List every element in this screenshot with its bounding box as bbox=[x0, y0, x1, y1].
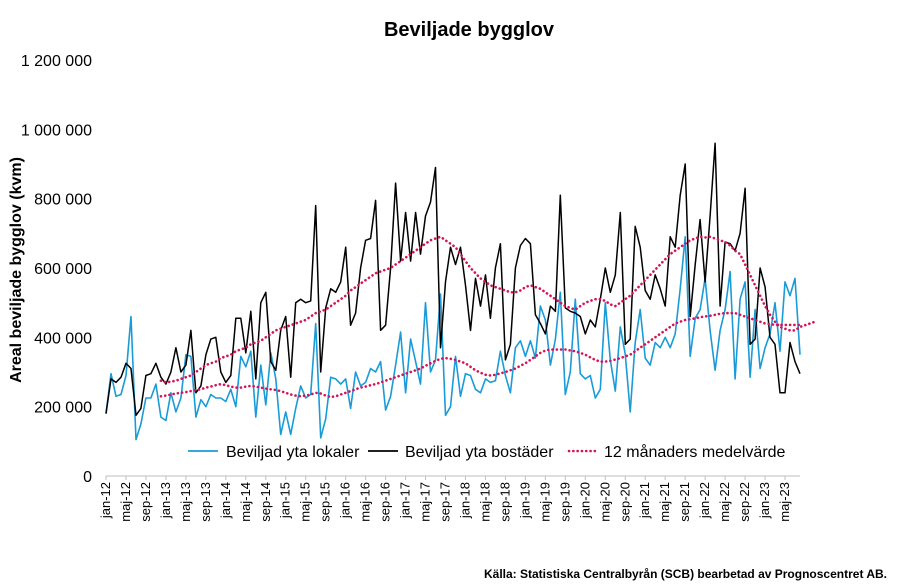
x-tick-label: sep-17 bbox=[438, 482, 453, 522]
y-tick-label: 800 000 bbox=[34, 192, 92, 209]
x-tick-label: sep-19 bbox=[557, 482, 572, 522]
series-lines bbox=[105, 142, 817, 441]
series-line-moving-average bbox=[159, 235, 817, 384]
legend-label: Beviljad yta lokaler bbox=[226, 444, 360, 461]
x-tick-label: sep-14 bbox=[258, 482, 273, 522]
x-tick-label: sep-18 bbox=[497, 482, 512, 522]
x-tick-label: jan-12 bbox=[98, 482, 113, 519]
x-tick-label: jan-22 bbox=[697, 482, 712, 519]
x-tick-label: maj-18 bbox=[477, 482, 492, 522]
y-axis-label: Areal beviljade bygglov (kvm) bbox=[8, 157, 25, 383]
x-tick-label: maj-19 bbox=[537, 482, 552, 522]
x-tick-label: jan-21 bbox=[637, 482, 652, 519]
x-tick-label: jan-14 bbox=[218, 482, 233, 519]
x-tick-label: sep-21 bbox=[677, 482, 692, 522]
x-tick-label: jan-19 bbox=[517, 482, 532, 519]
x-tick-label: jan-16 bbox=[338, 482, 353, 519]
y-axis: 0 200 000 400 000 600 000 800 000 1 000 000 1 … bbox=[21, 53, 92, 486]
series-line-bostader bbox=[105, 142, 801, 417]
x-axis: jan-12 maj-12 sep-12 jan-13 maj-13 sep-13 jan-… bbox=[98, 475, 800, 522]
legend-label: 12 månaders medelvärde bbox=[604, 443, 786, 461]
x-tick-label: sep-20 bbox=[617, 482, 632, 522]
x-tick-label: maj-14 bbox=[238, 482, 253, 522]
legend: Beviljad yta lokaler Beviljad yta bostäde… bbox=[188, 443, 786, 461]
x-tick-label: maj-12 bbox=[118, 482, 133, 522]
x-tick-label: maj-13 bbox=[178, 482, 193, 522]
x-tick-label: maj-21 bbox=[657, 482, 672, 522]
y-tick-label: 0 bbox=[83, 469, 92, 486]
source-note: Källa: Statistiska Centralbyrån (SCB) be… bbox=[484, 567, 887, 581]
series-line-moving-average bbox=[159, 311, 802, 399]
x-tick-label: maj-16 bbox=[358, 482, 373, 522]
x-tick-label: maj-15 bbox=[298, 482, 313, 522]
x-tick-label: jan-17 bbox=[398, 482, 413, 519]
x-tick-label: sep-12 bbox=[138, 482, 153, 522]
x-tick-label: sep-13 bbox=[198, 482, 213, 522]
x-tick-label: maj-17 bbox=[418, 482, 433, 522]
x-tick-label: jan-13 bbox=[158, 482, 173, 519]
y-tick-label: 1 200 000 bbox=[21, 53, 92, 70]
chart-title: Beviljade bygglov bbox=[384, 19, 555, 41]
x-tick-label: jan-15 bbox=[278, 482, 293, 519]
series-line-lokaler bbox=[105, 236, 801, 441]
x-tick-label: maj-22 bbox=[717, 482, 732, 522]
x-tick-label: maj-23 bbox=[777, 482, 792, 522]
x-tick-label: jan-18 bbox=[457, 482, 472, 519]
x-tick-label: sep-16 bbox=[378, 482, 393, 522]
y-tick-label: 600 000 bbox=[34, 261, 92, 278]
y-tick-label: 200 000 bbox=[34, 400, 92, 417]
legend-label: Beviljad yta bostäder bbox=[405, 444, 554, 461]
x-tick-label: jan-23 bbox=[757, 482, 772, 519]
y-tick-label: 400 000 bbox=[34, 330, 92, 347]
x-tick-label: jan-20 bbox=[577, 482, 592, 519]
x-tick-label: sep-15 bbox=[318, 482, 333, 522]
x-tick-label: maj-20 bbox=[597, 482, 612, 522]
y-tick-label: 1 000 000 bbox=[21, 122, 92, 139]
x-tick-label: sep-22 bbox=[737, 482, 752, 522]
